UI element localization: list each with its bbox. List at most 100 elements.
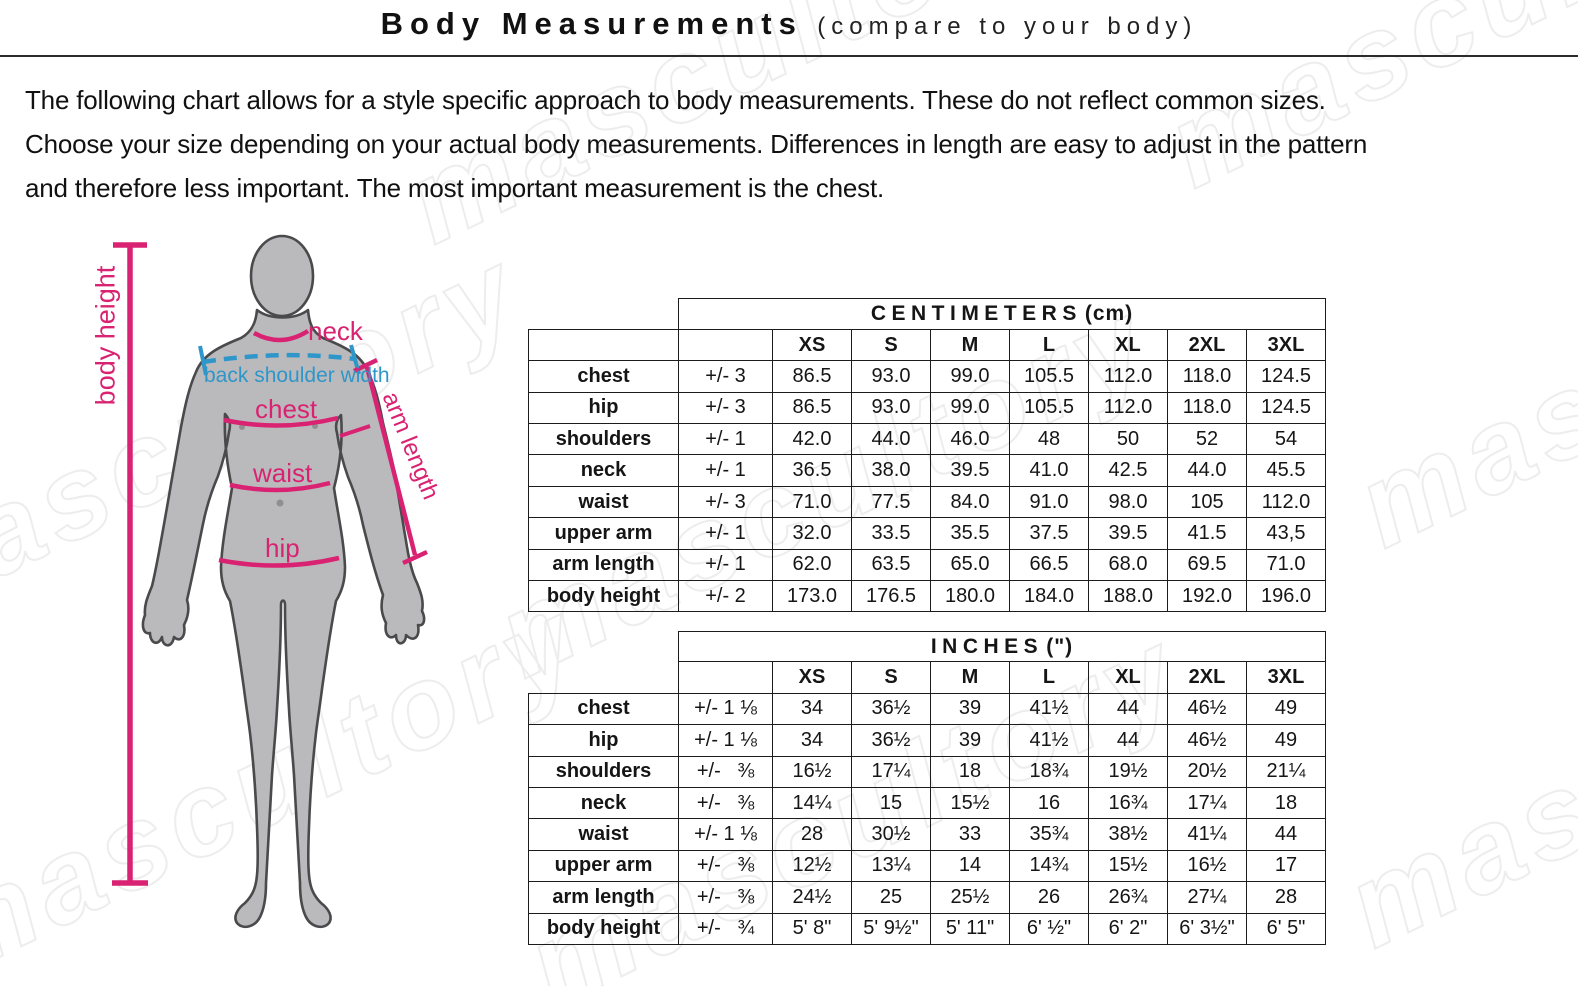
value-cell: 93.0	[851, 360, 931, 393]
value-cell: 25	[851, 881, 931, 914]
size-header: 2XL	[1167, 661, 1247, 694]
value-cell: 49	[1246, 692, 1326, 726]
value-cell: 105.5	[1009, 360, 1089, 393]
row-label: body height	[528, 580, 679, 613]
size-header: 3XL	[1246, 328, 1326, 362]
row-label: body height	[528, 912, 679, 945]
tolerance-cell: +/- ⅜	[678, 849, 773, 883]
value-cell: 99.0	[930, 391, 1010, 425]
value-cell: 99.0	[930, 360, 1010, 393]
value-cell: 14¼	[772, 786, 852, 820]
value-cell: 17	[1246, 849, 1326, 883]
value-cell: 41¼	[1167, 818, 1247, 851]
upper-arm-measure-line	[339, 424, 371, 438]
body-height-label: body height	[90, 265, 121, 406]
unit-header-row: CENTIMETERS (cm)	[529, 298, 1326, 330]
size-header: L	[1009, 661, 1089, 694]
value-cell: 14	[930, 849, 1010, 883]
size-header: 2XL	[1167, 328, 1247, 362]
unit-suffix: (cm)	[1084, 301, 1134, 325]
tolerance-cell: +/- 2	[678, 580, 773, 613]
value-cell: 180.0	[930, 580, 1010, 613]
value-cell: 37.5	[1009, 517, 1089, 550]
inches-table: INCHES (") XS S M L XL 2XL 3XL chest +/- 1 ⅛ 34 36½ 3…	[528, 630, 1326, 945]
value-cell: 44	[1246, 818, 1326, 851]
value-cell: 27¼	[1167, 881, 1247, 914]
title-divider	[0, 55, 1578, 57]
hip-label: hip	[265, 533, 300, 563]
page-subtitle: (compare to your body)	[817, 13, 1198, 40]
value-cell: 176.5	[851, 580, 931, 613]
value-cell: 112.0	[1088, 391, 1168, 425]
tolerance-cell: +/- 1	[678, 423, 773, 456]
tolerance-cell: +/- 1 ⅛	[678, 818, 773, 851]
measurement-row: neck +/- ⅜ 14¼ 15 15½ 16 16¾ 17¼ 18	[528, 786, 1326, 820]
value-cell: 71.0	[772, 485, 852, 519]
size-header: 3XL	[1246, 661, 1326, 694]
tolerance-cell: +/- ⅜	[678, 786, 773, 820]
size-header: M	[930, 661, 1010, 694]
intro-line: The following chart allows for a style s…	[25, 85, 1326, 115]
value-cell: 112.0	[1246, 485, 1326, 519]
value-cell: 6' ½"	[1009, 912, 1089, 945]
value-cell: 15½	[1088, 849, 1168, 883]
centimeters-table: CENTIMETERS (cm) XS S M L XL 2XL 3XL chest +/- 3 86…	[528, 298, 1326, 613]
unit-header: INCHES (")	[678, 630, 1326, 663]
measurement-row: neck +/- 1 36.5 38.0 39.5 41.0 42.5 44.0 45.5	[528, 454, 1326, 487]
hip-measure-line	[218, 555, 340, 568]
value-cell: 188.0	[1088, 580, 1168, 613]
label-column-header	[529, 662, 679, 693]
unit-header: CENTIMETERS (cm)	[678, 298, 1326, 330]
measurement-row: shoulders +/- ⅜ 16½ 17¼ 18 18¾ 19½ 20½ 21¼	[528, 755, 1326, 788]
value-cell: 105.5	[1009, 391, 1089, 425]
value-cell: 192.0	[1167, 580, 1247, 613]
value-cell: 49	[1246, 724, 1326, 757]
measurement-row: chest +/- 1 ⅛ 34 36½ 39 41½ 44 46½ 49	[528, 692, 1326, 726]
value-cell: 69.5	[1167, 548, 1247, 582]
value-cell: 98.0	[1088, 485, 1168, 519]
value-cell: 41½	[1009, 724, 1089, 757]
tolerance-cell: +/- 3	[678, 391, 773, 425]
size-header: M	[930, 328, 1010, 362]
value-cell: 33.5	[851, 517, 931, 550]
value-cell: 12½	[772, 849, 852, 883]
size-header: L	[1009, 328, 1089, 362]
value-cell: 50	[1088, 423, 1168, 456]
unit-header-row: INCHES (")	[529, 630, 1326, 663]
row-label: hip	[528, 724, 679, 757]
value-cell: 71.0	[1246, 548, 1326, 582]
size-header: S	[851, 661, 931, 694]
tolerance-column-header	[678, 328, 773, 362]
row-label: chest	[528, 360, 679, 393]
unit-word: CENTIMETERS	[870, 301, 1082, 325]
value-cell: 86.5	[772, 360, 852, 393]
back-shoulder-width-label: back shoulder width	[204, 364, 390, 387]
value-cell: 33	[930, 818, 1010, 851]
header: Body Measurements (compare to your body)	[0, 6, 1578, 42]
row-label: hip	[528, 391, 679, 425]
value-cell: 28	[1246, 881, 1326, 914]
value-cell: 39.5	[930, 454, 1010, 487]
value-cell: 77.5	[851, 485, 931, 519]
value-cell: 20½	[1167, 755, 1247, 788]
size-header: XL	[1088, 661, 1168, 694]
waist-label: waist	[253, 458, 313, 488]
value-cell: 91.0	[1009, 485, 1089, 519]
value-cell: 44	[1088, 724, 1168, 757]
value-cell: 124.5	[1246, 391, 1326, 425]
value-cell: 62.0	[772, 548, 852, 582]
value-cell: 34	[772, 724, 852, 757]
tolerance-cell: +/- 3	[678, 485, 773, 519]
value-cell: 36½	[851, 692, 931, 726]
value-cell: 44.0	[1167, 454, 1247, 487]
body-diagram	[112, 234, 428, 929]
tolerance-column-header	[678, 661, 773, 694]
size-header: S	[851, 328, 931, 362]
value-cell: 38.0	[851, 454, 931, 487]
measurement-row: arm length +/- 1 62.0 63.5 65.0 66.5 68.0 69.5 7…	[528, 548, 1326, 582]
measurement-row: upper arm +/- ⅜ 12½ 13¼ 14 14¾ 15½ 16½ 17	[528, 849, 1326, 883]
value-cell: 6' 5"	[1246, 912, 1326, 945]
value-cell: 84.0	[930, 485, 1010, 519]
row-label: upper arm	[528, 849, 679, 883]
label-column-header	[528, 328, 679, 362]
